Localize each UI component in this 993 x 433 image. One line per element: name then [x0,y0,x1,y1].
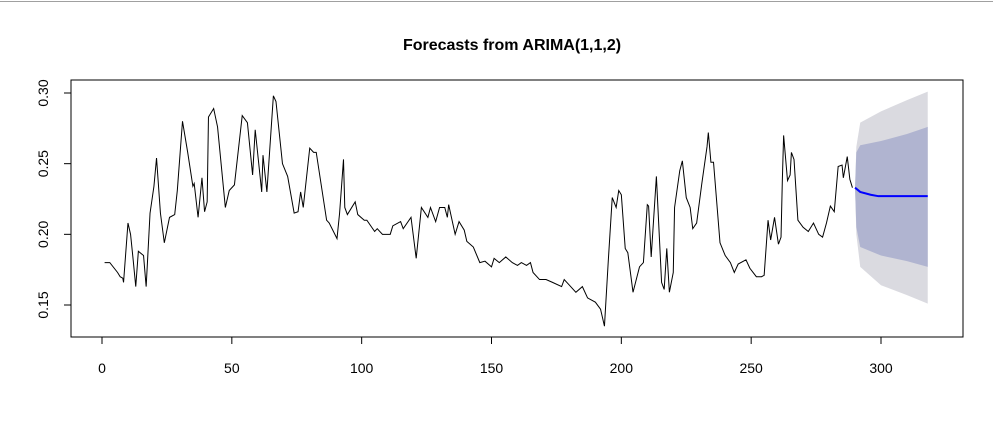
chart-title: Forecasts from ARIMA(1,1,2) [403,37,621,54]
y-tick-label: 0.20 [35,220,51,247]
window-top-border [0,1,993,2]
observed-series-line [104,95,853,327]
x-tick-label: 50 [224,360,240,376]
x-tick-label: 150 [480,360,504,376]
x-tick-label: 200 [610,360,634,376]
x-tick-label: 300 [869,360,893,376]
x-tick-label: 100 [350,360,374,376]
y-tick-label: 0.25 [35,150,51,177]
x-tick-label: 0 [98,360,106,376]
y-tick-label: 0.30 [35,79,51,106]
x-tick-label: 250 [739,360,763,376]
y-tick-label: 0.15 [35,291,51,318]
forecast-mean-line [854,186,928,198]
